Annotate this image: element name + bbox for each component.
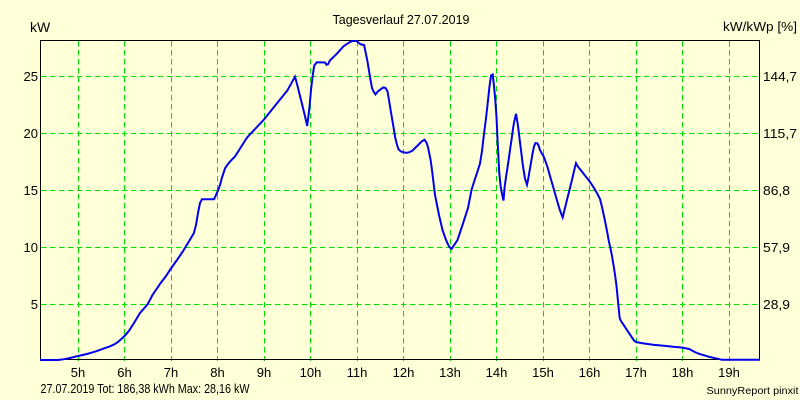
svg-text:19h: 19h — [718, 365, 740, 380]
svg-text:10h: 10h — [300, 365, 322, 380]
svg-text:14h: 14h — [486, 365, 508, 380]
svg-text:6h: 6h — [117, 365, 131, 380]
svg-text:18h: 18h — [672, 365, 694, 380]
svg-text:25: 25 — [24, 69, 38, 84]
svg-text:20: 20 — [24, 126, 38, 141]
svg-text:15h: 15h — [532, 365, 554, 380]
svg-text:28,9: 28,9 — [763, 297, 790, 312]
svg-text:27.07.2019 Tot: 186,38 kWh Max: 27.07.2019 Tot: 186,38 kWh Max: 28,16 kW — [41, 381, 251, 396]
svg-text:SunnyReport pinxit: SunnyReport pinxit — [707, 386, 799, 397]
svg-text:86,8: 86,8 — [763, 183, 790, 198]
svg-text:5h: 5h — [71, 365, 85, 380]
svg-text:9h: 9h — [257, 365, 271, 380]
svg-text:5: 5 — [31, 297, 38, 312]
svg-text:12h: 12h — [393, 365, 415, 380]
svg-text:7h: 7h — [164, 365, 178, 380]
svg-text:144,7: 144,7 — [763, 69, 797, 84]
svg-text:115,7: 115,7 — [763, 126, 797, 141]
svg-text:8h: 8h — [210, 365, 224, 380]
svg-text:kW/kWp [%]: kW/kWp [%] — [723, 19, 797, 34]
svg-text:15: 15 — [24, 183, 38, 198]
svg-text:11h: 11h — [347, 365, 368, 380]
svg-text:17h: 17h — [625, 365, 647, 380]
svg-text:16h: 16h — [579, 365, 601, 380]
svg-text:57,9: 57,9 — [763, 240, 790, 255]
svg-text:13h: 13h — [439, 365, 461, 380]
svg-text:kW: kW — [30, 19, 51, 35]
svg-text:Tagesverlauf 27.07.2019: Tagesverlauf 27.07.2019 — [333, 12, 470, 27]
svg-text:10: 10 — [24, 240, 38, 255]
